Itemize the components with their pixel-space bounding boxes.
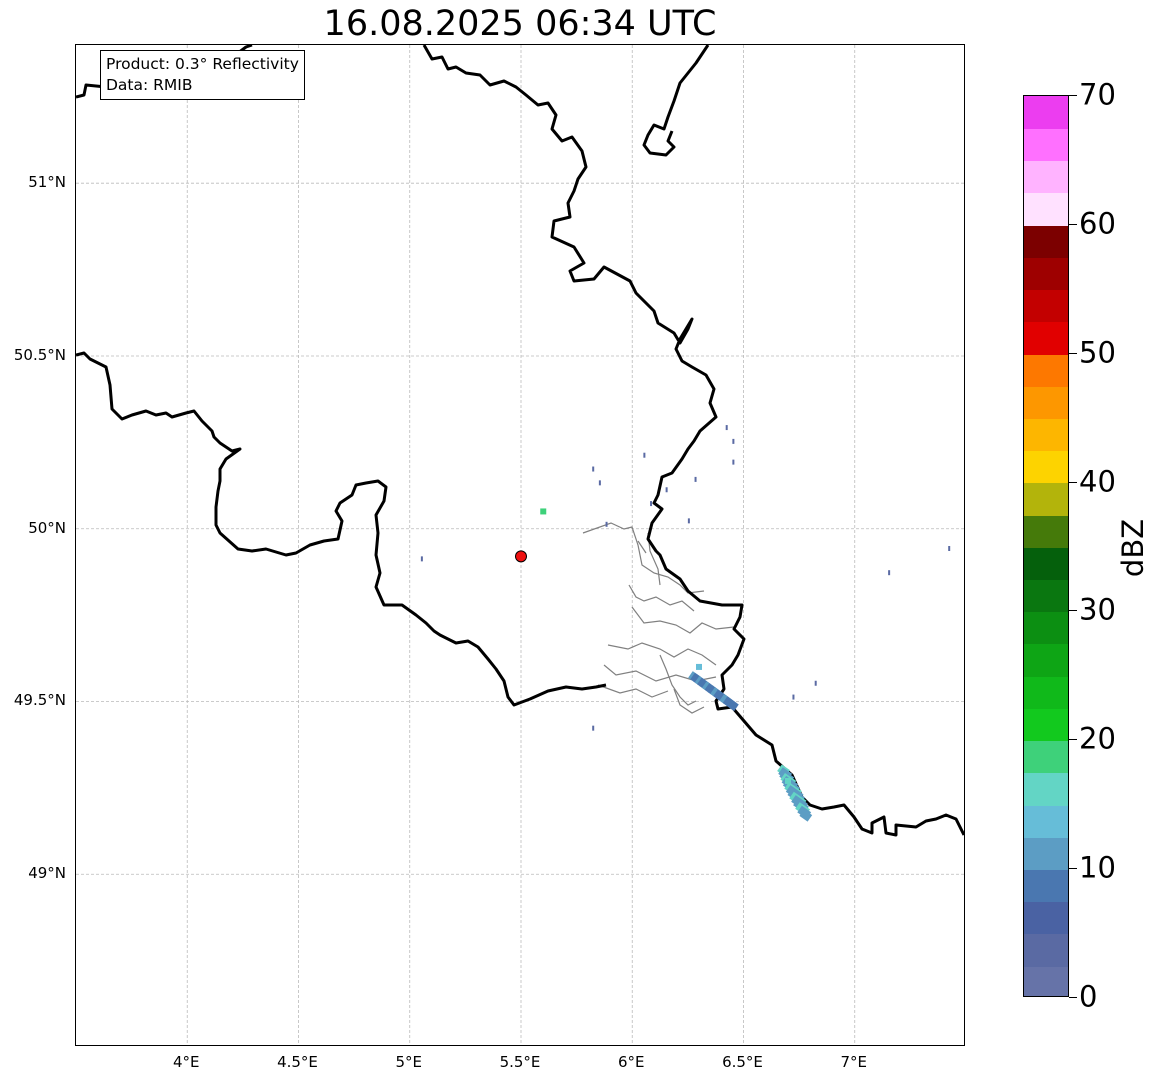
colorbar-segment xyxy=(1024,96,1068,129)
echo-pixel xyxy=(650,501,653,507)
colorbar-segment xyxy=(1024,450,1068,484)
colorbar-segment xyxy=(1024,804,1068,838)
colorbar-segment xyxy=(1024,547,1068,580)
echo-pixel xyxy=(888,570,891,576)
colorbar-segment xyxy=(1024,965,1068,996)
colorbar-segment xyxy=(1024,321,1068,355)
colorbar-tick-label: 20 xyxy=(1079,721,1116,756)
colorbar-segment xyxy=(1024,418,1068,452)
lon-tick-label: 5.5°E xyxy=(499,1053,541,1071)
colorbar-tick-label: 70 xyxy=(1079,77,1116,112)
radar-echoes xyxy=(420,425,951,822)
colorbar-tick-label: 50 xyxy=(1079,335,1116,370)
echo-pixel xyxy=(725,425,728,431)
colorbar-segment xyxy=(1024,289,1068,323)
colorbar-tick-mark xyxy=(1069,739,1077,741)
radar-site-dot xyxy=(515,550,527,563)
product-info-box: Product: 0.3° Reflectivity Data: RMIB xyxy=(100,50,305,100)
echo-pixel xyxy=(598,480,601,486)
echo-pixel xyxy=(948,546,951,551)
colorbar-segment xyxy=(1024,836,1068,870)
echo-pixel xyxy=(694,476,697,482)
lat-tick-label: 51°N xyxy=(28,173,66,192)
echo-pixel xyxy=(540,508,547,515)
colorbar xyxy=(1023,95,1069,997)
lon-tick-label: 5°E xyxy=(395,1053,423,1071)
colorbar-segment xyxy=(1024,128,1068,162)
colorbar-segment xyxy=(1024,514,1068,548)
echo-pixel xyxy=(592,466,595,472)
map-panel xyxy=(75,44,965,1046)
colorbar-tick-mark xyxy=(1069,868,1077,870)
colorbar-tick-label: 10 xyxy=(1079,850,1116,885)
colorbar-tick-label: 30 xyxy=(1079,592,1116,627)
lon-tick-label: 6°E xyxy=(617,1053,645,1071)
echo-pixel xyxy=(605,521,608,527)
lat-tick-label: 50.5°N xyxy=(13,345,66,364)
lon-tick-label: 6.5°E xyxy=(722,1053,763,1071)
colorbar-segment xyxy=(1024,643,1068,677)
colorbar-segment xyxy=(1024,901,1068,935)
colorbar-segment xyxy=(1024,869,1068,903)
echo-pixel xyxy=(643,452,646,458)
echo-pixel xyxy=(732,438,735,444)
colorbar-segment xyxy=(1024,257,1068,291)
lon-tick-label: 4°E xyxy=(172,1053,200,1071)
echo-pixel xyxy=(687,518,690,524)
lat-tick-label: 50°N xyxy=(28,518,66,537)
graticule xyxy=(76,45,964,1045)
lon-tick-label: 7°E xyxy=(840,1053,868,1071)
colorbar-segment xyxy=(1024,611,1068,645)
colorbar-tick-label: 60 xyxy=(1079,206,1116,241)
colorbar-segment xyxy=(1024,933,1068,967)
colorbar-tick-label: 0 xyxy=(1079,979,1098,1014)
colorbar-segment xyxy=(1024,708,1068,742)
echo-pixel xyxy=(799,809,813,822)
colorbar-tick-mark xyxy=(1069,997,1077,998)
echo-pixel xyxy=(725,698,739,712)
colorbar-segment xyxy=(1024,192,1068,226)
echo-pixel xyxy=(792,694,795,700)
colorbar-tick-mark xyxy=(1069,481,1077,483)
colorbar-segment xyxy=(1024,772,1068,806)
colorbar-segment xyxy=(1024,385,1068,419)
colorbar-segment xyxy=(1024,160,1068,194)
colorbar-tick-mark xyxy=(1069,610,1077,612)
echo-pixel xyxy=(732,459,735,465)
map-canvas xyxy=(76,45,964,1045)
product-label: Product: 0.3° Reflectivity xyxy=(106,55,299,73)
colorbar-segment xyxy=(1024,579,1068,613)
colorbar-segment xyxy=(1024,740,1068,774)
lat-tick-label: 49°N xyxy=(28,864,66,883)
echo-pixel xyxy=(420,556,423,562)
colorbar-unit-label: dBZ xyxy=(1116,518,1150,578)
colorbar-tick-mark xyxy=(1069,223,1077,225)
echo-pixel xyxy=(665,487,668,493)
colorbar-segment xyxy=(1024,482,1068,516)
echo-pixel xyxy=(785,777,791,784)
map-title: 16.08.2025 06:34 UTC xyxy=(323,4,717,44)
echo-pixel xyxy=(814,680,817,686)
lon-tick-label: 4.5°E xyxy=(277,1053,318,1071)
colorbar-tick-mark xyxy=(1069,352,1077,354)
colorbar-segment xyxy=(1024,353,1068,387)
echo-pixel xyxy=(592,725,595,731)
data-source-label: Data: RMIB xyxy=(106,76,193,94)
radar-site-marker xyxy=(515,550,527,563)
echo-pixel xyxy=(696,663,702,670)
colorbar-tick-label: 40 xyxy=(1079,463,1116,498)
national-borders xyxy=(76,45,964,837)
colorbar-tick-mark xyxy=(1069,95,1077,96)
colorbar-segment xyxy=(1024,675,1068,709)
colorbar-segment xyxy=(1024,224,1068,258)
lat-tick-label: 49.5°N xyxy=(13,691,66,710)
